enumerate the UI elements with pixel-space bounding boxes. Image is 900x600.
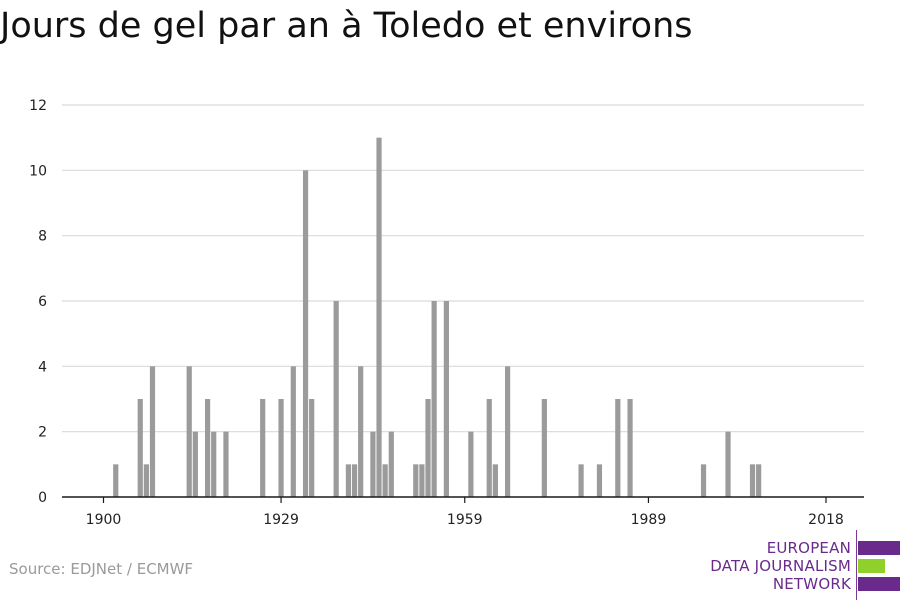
x-tick-labels: 1900 1929 1959 1989 2018	[86, 512, 844, 528]
bar-1947	[388, 431, 394, 497]
bar-1902	[113, 464, 119, 497]
bar-1906	[137, 399, 143, 497]
y-tick-label-10: 10	[29, 163, 47, 179]
bar-1984	[615, 399, 621, 497]
x-tick-label-1900: 1900	[86, 512, 122, 528]
bar-1929	[278, 399, 284, 497]
y-tick-label-12: 12	[29, 98, 47, 114]
bar-1917	[204, 399, 211, 497]
bar-1981	[596, 464, 603, 497]
logo-bar-middle	[858, 559, 885, 573]
y-tick-label-6: 6	[38, 294, 47, 310]
logo-line-1: EUROPEAN	[766, 539, 851, 557]
y-tick-label-8: 8	[38, 229, 47, 245]
logo-line-2: DATA JOURNALISM	[710, 557, 851, 575]
bar-1915	[192, 431, 198, 497]
bar-1978	[578, 464, 584, 497]
gridlines	[62, 104, 864, 433]
chart-title: Jours de gel par an à Toledo et environs	[0, 6, 693, 46]
y-tick-label-2: 2	[38, 425, 47, 441]
bar-1918	[211, 431, 217, 497]
logo-line-3: NETWORK	[772, 575, 851, 593]
bar-1938	[333, 301, 339, 497]
bar-1951	[413, 464, 419, 497]
bar-1945	[376, 137, 382, 498]
bar-1954	[431, 301, 437, 497]
bar-1907	[143, 464, 149, 497]
bar-2006	[749, 464, 756, 497]
bar-1963	[486, 399, 492, 497]
bar-1934	[309, 399, 315, 497]
bar-1944	[370, 431, 376, 497]
bar-1956	[443, 301, 449, 497]
x-axis	[62, 496, 864, 503]
x-tick-label-2018: 2018	[808, 512, 844, 528]
bar-1926	[260, 399, 266, 497]
bar-1908	[149, 366, 156, 497]
bar-1964	[492, 464, 498, 497]
logo-bar-top	[858, 541, 900, 555]
x-tick-label-1929: 1929	[263, 512, 299, 528]
bar-1946	[382, 464, 388, 497]
logo-divider	[856, 530, 857, 600]
source-note: Source: EDJNet / ECMWF	[9, 560, 194, 578]
bar-1914	[186, 366, 192, 497]
bar-2002	[725, 431, 731, 497]
bar-2007	[756, 464, 762, 497]
y-tick-label-4: 4	[38, 359, 47, 375]
y-tick-labels: 0 2 4 6 8 10 12	[29, 98, 47, 506]
bar-1941	[351, 464, 358, 497]
bars	[113, 137, 762, 498]
bar-1998	[700, 464, 707, 497]
bar-1960	[468, 431, 474, 497]
bar-1953	[425, 399, 431, 497]
x-tick-label-1959: 1959	[447, 512, 483, 528]
bar-1931	[290, 366, 296, 497]
bar-1933	[302, 170, 309, 497]
bar-1942	[358, 366, 364, 497]
x-tick-label-1989: 1989	[631, 512, 667, 528]
logo-bar-bottom	[858, 577, 900, 591]
bar-1940	[345, 464, 352, 497]
edjnet-logo: EUROPEAN DATA JOURNALISM NETWORK	[700, 530, 900, 600]
bar-1952	[419, 464, 425, 497]
bar-1966	[505, 366, 511, 497]
bar-1920	[223, 431, 229, 497]
y-tick-label-0: 0	[38, 490, 47, 506]
bar-1972	[541, 399, 547, 497]
bar-1986	[627, 399, 633, 497]
